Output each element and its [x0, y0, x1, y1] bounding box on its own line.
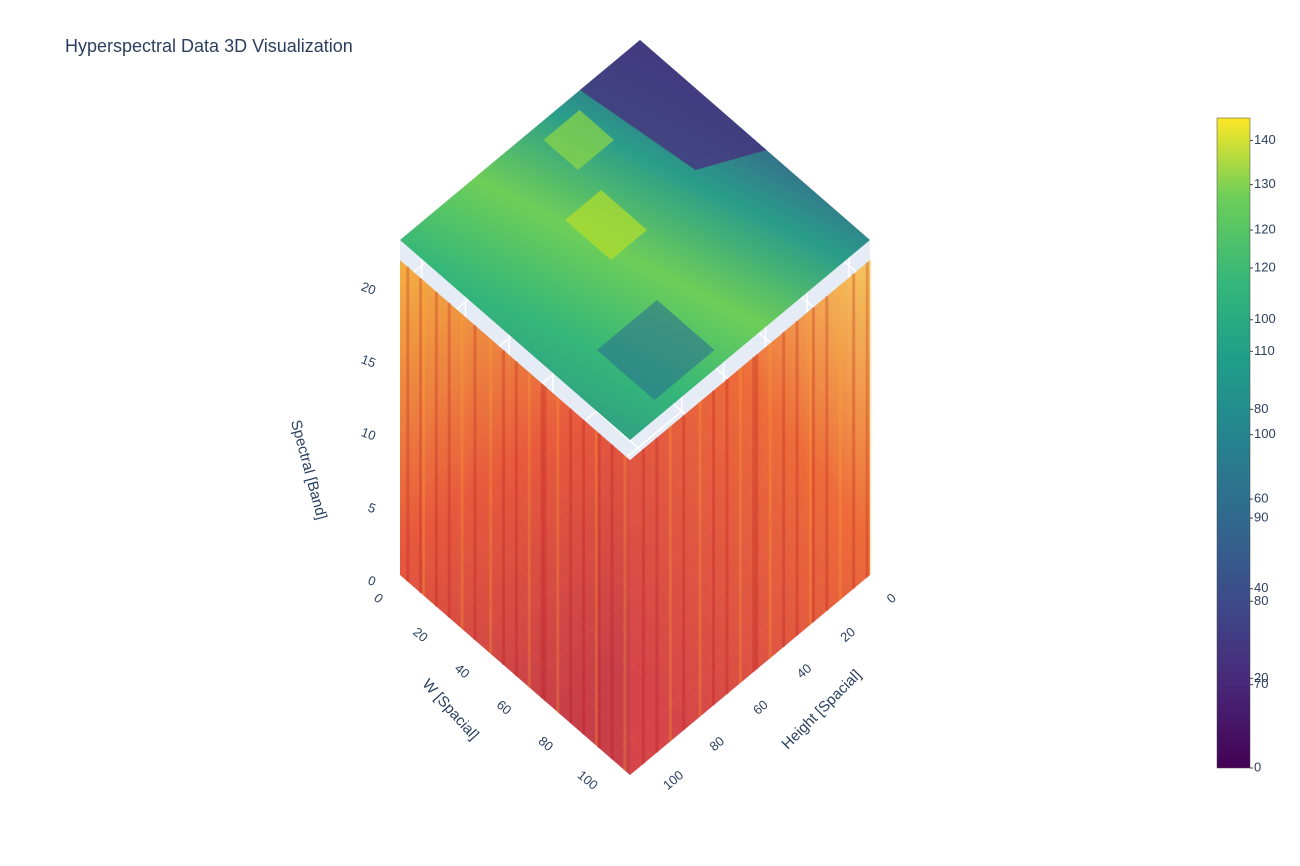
- colorbar-tick-label: 20: [1254, 670, 1268, 685]
- x-axis-title: W [Spacial]: [419, 676, 482, 744]
- z-axis-title: Spectral [Band]: [287, 418, 330, 521]
- y-tick-label: 60: [750, 697, 771, 718]
- colorbar-tick-label: 100: [1254, 311, 1276, 326]
- colorbars: 0 20 40 60 80 100 120 140 70 80 90 100 110 120 130: [1216, 117, 1276, 774]
- colorbar-tick-label: 140: [1254, 132, 1276, 147]
- z-tick-label: 5: [366, 500, 378, 517]
- colorbar-tick-label: 70: [1254, 676, 1268, 691]
- y-tick-label: 80: [706, 733, 727, 754]
- x-tick-label: 20: [410, 624, 431, 645]
- x-tick-label: 60: [494, 697, 515, 718]
- volume-face: [400, 260, 630, 776]
- slice-patch: [597, 300, 715, 400]
- x-tick-label: 100: [575, 767, 601, 792]
- z-tick-label: 20: [359, 279, 378, 298]
- z-tick-label: 0: [366, 572, 378, 589]
- volume-face: [630, 260, 870, 776]
- colorbar-tick-label: 90: [1254, 509, 1268, 524]
- scene: 0 20 40 60 80 100 0 20 40 60 80 100 0 5 10 15 20 W [Spaci…: [287, 40, 899, 793]
- x-tick-label: 0: [371, 590, 386, 606]
- y-tick-label: 100: [660, 767, 686, 792]
- chart-title: Hyperspectral Data 3D Visualization: [65, 36, 353, 56]
- z-tick-label: 15: [359, 352, 378, 371]
- colorbar-tick-label: 80: [1254, 593, 1268, 608]
- y-tick-label: 40: [794, 661, 815, 682]
- x-tick-label: 40: [452, 661, 473, 682]
- x-tick-label: 80: [536, 733, 557, 754]
- colorbar-tick-label: 40: [1254, 580, 1268, 595]
- colorbar-tick-label: 130: [1254, 176, 1276, 191]
- colorbar-tick-label: 80: [1254, 401, 1268, 416]
- colorbar: [1216, 117, 1251, 769]
- y-tick-label: 20: [837, 624, 858, 645]
- colorbar-tick-label: 100: [1254, 426, 1276, 441]
- colorbar-tick-label: 120: [1254, 259, 1276, 274]
- y-axis-title: Height [Spacial]: [778, 666, 864, 752]
- slice-patch: [580, 40, 767, 170]
- colorbar-tick-label: 110: [1254, 343, 1275, 358]
- y-tick-label: 0: [884, 590, 899, 606]
- z-tick-label: 10: [359, 424, 378, 443]
- colorbar-tick-label: 0: [1254, 759, 1261, 774]
- slice-patch: [543, 110, 614, 170]
- colorbar-tick-label: 120: [1254, 222, 1276, 237]
- slice-patch: [565, 190, 647, 260]
- colorbar-tick-label: 60: [1254, 490, 1268, 505]
